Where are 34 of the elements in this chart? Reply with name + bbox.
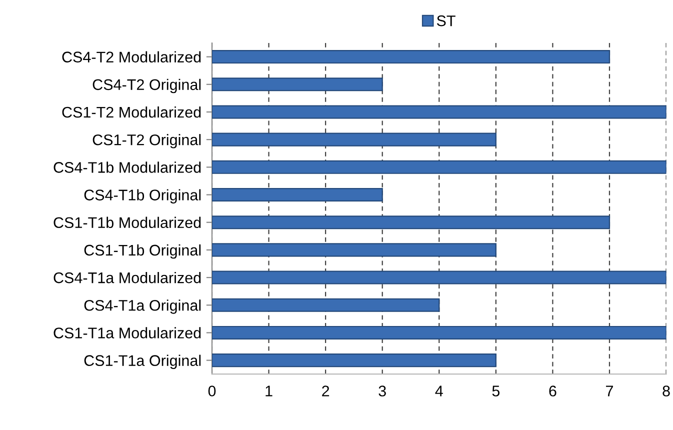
x-tick-label: 4 — [435, 386, 443, 396]
y-tick-label: CS1-T1b Modularized — [54, 216, 201, 228]
x-tick-label: 1 — [266, 386, 272, 396]
bar — [212, 326, 666, 340]
x-tick-label: 7 — [606, 386, 613, 396]
bar — [212, 132, 496, 146]
bar — [212, 160, 666, 174]
bar — [212, 270, 666, 284]
y-tick-label: CS4-T2 Original — [92, 78, 201, 94]
bar — [212, 216, 610, 230]
x-tick-label: 5 — [492, 386, 500, 396]
y-tick-label: CS4-T1b Modularized — [54, 162, 201, 173]
y-tick-label: CS4-T2 Modularized — [62, 51, 201, 62]
y-tick-label: CS4-T1b Original — [84, 189, 201, 204]
y-tick-label: CS1-T1b Original — [84, 244, 201, 259]
bar — [212, 243, 496, 257]
bar — [212, 50, 610, 64]
bar — [212, 188, 383, 202]
bar — [212, 105, 666, 119]
x-tick-label: 8 — [662, 386, 670, 396]
x-tick-label: 3 — [378, 386, 386, 396]
bar — [212, 78, 383, 92]
bar — [212, 354, 496, 368]
y-tick-label: CS4-T1a Modularized — [54, 272, 201, 284]
x-tick-label: 2 — [322, 386, 330, 396]
y-tick-label: CS1-T2 Original — [92, 134, 201, 148]
bar — [212, 298, 440, 312]
x-tick-label: 0 — [208, 386, 216, 396]
legend-label: ST — [436, 15, 456, 26]
y-tick-label: CS1-T2 Modularized — [62, 106, 201, 118]
y-tick-label: CS4-T1a Original — [84, 300, 201, 314]
y-tick-label: CS1-T1a Original — [84, 354, 201, 370]
y-tick-label: CS1-T1a Modularized — [54, 327, 201, 338]
x-tick-label: 6 — [549, 386, 556, 396]
